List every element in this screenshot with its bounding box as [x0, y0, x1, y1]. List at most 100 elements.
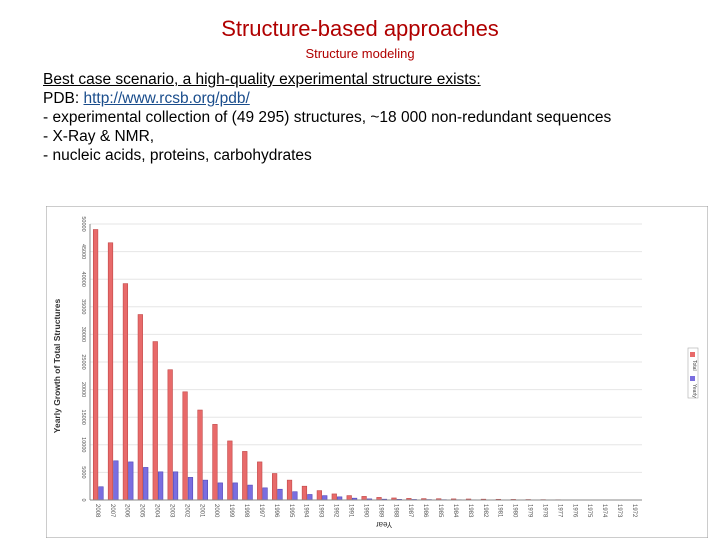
x-tick-label: 2004: [154, 504, 160, 518]
y-tick-label: 20000: [80, 382, 86, 397]
molecule-line: - nucleic acids, proteins, carbohydrates: [43, 147, 312, 164]
bar-yearly: [217, 482, 223, 501]
y-axis-label: Yearly Growth of Total Structures: [52, 299, 62, 434]
x-tick-label: 1974: [601, 504, 607, 518]
legend-label-yearly: Yearly: [691, 384, 697, 398]
x-tick-label: 2001: [198, 504, 204, 518]
x-axis-label: Year: [376, 520, 393, 529]
bar-total: [346, 495, 352, 501]
bar-total: [227, 440, 233, 501]
x-tick-label: 1998: [243, 504, 249, 518]
bar-yearly: [232, 482, 238, 501]
bar-yearly: [113, 460, 119, 501]
y-tick-label: 30000: [80, 327, 86, 342]
x-tick-label: 1992: [333, 504, 339, 518]
bar-total: [331, 493, 337, 501]
y-tick-label: 35000: [80, 299, 86, 314]
bar-total: [361, 496, 367, 501]
x-tick-label: 1987: [407, 504, 413, 518]
collection-line: - experimental collection of (49 295) st…: [43, 109, 612, 126]
bar-yearly: [247, 484, 253, 501]
bar-total: [197, 409, 203, 501]
x-tick-label: 1981: [497, 504, 503, 518]
legend-swatch-total: [690, 352, 695, 357]
x-tick-label: 1975: [586, 504, 592, 518]
bar-yearly: [98, 486, 104, 501]
legend-label-total: Total: [691, 360, 697, 371]
bar-yearly: [172, 471, 179, 501]
x-tick-label: 2003: [168, 504, 174, 518]
x-tick-label: 2002: [183, 504, 189, 518]
y-tick-label: 25000: [80, 354, 86, 369]
scenario-line: Best case scenario, a high-quality exper…: [43, 71, 481, 88]
bar-yearly: [322, 495, 328, 501]
bar-total: [152, 341, 158, 501]
x-tick-label: 1995: [288, 504, 294, 518]
x-tick-label: 1985: [437, 504, 443, 518]
pdb-link[interactable]: http://www.rcsb.org/pdb/: [83, 90, 250, 107]
slide-subtitle: Structure modeling: [305, 46, 415, 61]
bar-total: [122, 283, 129, 501]
x-tick-label: 2007: [109, 504, 115, 518]
bar-total: [107, 242, 114, 501]
x-tick-label: 1973: [616, 504, 622, 518]
x-tick-label: 1999: [228, 504, 234, 518]
x-tick-label: 1996: [273, 504, 279, 518]
y-tick-label: 45000: [80, 244, 86, 259]
x-tick-label: 1976: [571, 504, 577, 518]
bar-yearly: [262, 487, 268, 501]
x-tick-label: 2008: [94, 504, 100, 518]
x-tick-label: 1980: [512, 504, 518, 518]
x-tick-label: 1984: [452, 504, 458, 518]
y-tick-label: 50000: [80, 216, 86, 231]
x-tick-label: 1982: [482, 504, 488, 518]
bar-total: [92, 229, 99, 501]
bar-yearly: [128, 461, 134, 501]
bar-total: [137, 314, 143, 501]
x-tick-label: 1977: [556, 504, 562, 518]
x-tick-label: 1978: [541, 504, 547, 518]
x-tick-label: 1979: [527, 504, 533, 518]
x-tick-label: 2000: [213, 504, 219, 518]
method-line: - X-Ray & NMR,: [43, 128, 155, 145]
x-tick-label: 1991: [348, 504, 354, 518]
legend-box: [687, 347, 699, 399]
x-tick-label: 1997: [258, 504, 264, 518]
legend-swatch-yearly: [690, 376, 695, 381]
bar-yearly: [277, 488, 283, 501]
x-tick-label: 2005: [139, 504, 145, 518]
body-text: Best case scenario, a high-quality exper…: [43, 70, 718, 165]
bar-yearly: [292, 491, 298, 501]
y-tick-label: 40000: [80, 272, 86, 287]
bar-yearly: [143, 467, 149, 501]
x-tick-label: 1983: [467, 504, 473, 518]
bar-total: [212, 424, 218, 501]
bar-total: [257, 461, 263, 501]
bar-total: [242, 451, 248, 501]
bar-total: [286, 479, 293, 501]
bar-total: [272, 473, 278, 501]
pdb-line: PDB: http://www.rcsb.org/pdb/: [43, 89, 718, 108]
x-tick-label: 1993: [318, 504, 324, 518]
bar-yearly: [202, 479, 208, 501]
bar-total: [167, 369, 173, 501]
y-tick-label: 15000: [80, 410, 86, 425]
x-tick-label: 1988: [392, 504, 398, 518]
pdb-label: PDB:: [43, 90, 84, 107]
y-tick-label: 10000: [80, 437, 86, 452]
x-tick-label: 1990: [362, 504, 368, 518]
bar-total: [301, 485, 308, 501]
y-tick-label: 5000: [80, 466, 86, 478]
x-tick-label: 1994: [303, 504, 309, 518]
slide-title: Structure-based approaches: [221, 16, 499, 41]
x-tick-label: 1972: [631, 504, 637, 518]
bar-total: [316, 490, 322, 501]
y-tick-label: 0: [80, 498, 86, 501]
x-tick-label: 1986: [422, 504, 428, 518]
structure-growth-chart: 0 5000 10000 15000 20000 25000 30000 35000 40000…: [46, 206, 708, 538]
x-tick-label: 2006: [124, 504, 130, 518]
bar-yearly: [307, 494, 313, 501]
x-tick-label: 1989: [377, 504, 383, 518]
bar-total: [182, 391, 188, 501]
bar-yearly: [187, 477, 194, 501]
